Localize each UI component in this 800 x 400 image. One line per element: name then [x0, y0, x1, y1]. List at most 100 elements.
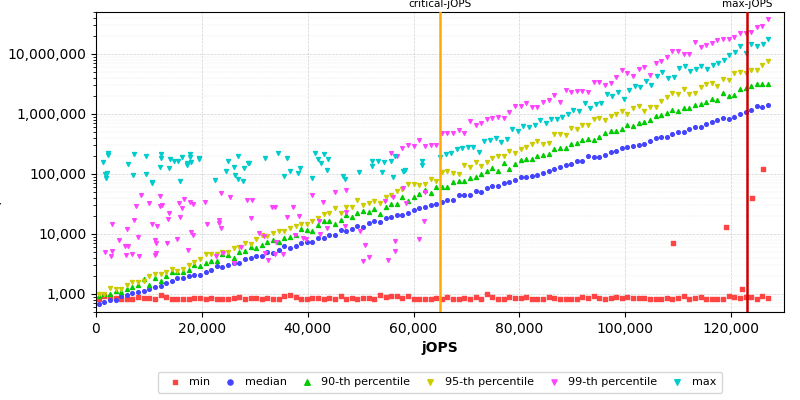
90-th percentile: [390, 200, 403, 207]
99-th percentile: [643, 72, 656, 78]
Legend: min, median, 90-th percentile, 95-th percentile, 99-th percentile, max: min, median, 90-th percentile, 95-th per…: [158, 372, 722, 393]
min: [734, 295, 746, 301]
Point: [217, 249, 230, 256]
Point: [132, 234, 145, 240]
95-th percentile: [728, 70, 741, 77]
min: [728, 294, 741, 300]
Point: [102, 150, 114, 157]
median: [294, 240, 307, 247]
min: [694, 294, 707, 300]
Point: [277, 250, 290, 257]
Point: [416, 162, 429, 168]
median: [160, 280, 173, 287]
95-th percentile: [706, 80, 718, 86]
95-th percentile: [762, 58, 774, 64]
90-th percentile: [486, 165, 499, 171]
min: [531, 295, 544, 302]
median: [357, 224, 370, 230]
95-th percentile: [576, 122, 589, 128]
max: [706, 62, 719, 68]
95-th percentile: [323, 210, 336, 216]
95-th percentile: [402, 180, 414, 187]
min: [762, 295, 774, 301]
Point: [99, 249, 112, 256]
median: [301, 239, 314, 246]
max: [667, 74, 680, 80]
Point: [162, 216, 174, 222]
99-th percentile: [390, 153, 403, 159]
90-th percentile: [334, 217, 347, 224]
95-th percentile: [407, 180, 420, 187]
90-th percentile: [452, 178, 465, 184]
median: [149, 284, 162, 290]
99-th percentile: [565, 89, 578, 96]
95-th percentile: [362, 200, 375, 206]
95-th percentile: [559, 132, 572, 138]
90-th percentile: [374, 210, 386, 217]
median: [537, 170, 550, 176]
95-th percentile: [711, 83, 724, 89]
Point: [322, 156, 334, 162]
90-th percentile: [610, 128, 622, 134]
90-th percentile: [750, 81, 763, 88]
95-th percentile: [306, 217, 319, 224]
min: [424, 296, 437, 302]
max: [595, 100, 608, 106]
Point: [121, 226, 134, 232]
median: [379, 215, 392, 222]
Point: [193, 156, 206, 162]
min: [570, 296, 583, 302]
median: [390, 211, 403, 218]
95-th percentile: [126, 278, 139, 285]
90-th percentile: [514, 157, 527, 164]
90-th percentile: [362, 209, 375, 215]
95-th percentile: [481, 159, 494, 165]
Point: [186, 232, 199, 238]
max: [578, 100, 591, 106]
90-th percentile: [762, 80, 774, 87]
90-th percentile: [418, 187, 431, 193]
Point: [173, 200, 186, 206]
min: [114, 296, 127, 302]
Point: [293, 213, 306, 220]
Point: [397, 168, 410, 174]
Point: [242, 160, 255, 166]
Point: [398, 168, 410, 174]
99-th percentile: [481, 116, 494, 122]
min: [294, 296, 307, 302]
90-th percentile: [554, 145, 566, 152]
median: [661, 134, 674, 140]
min: [756, 293, 769, 300]
95-th percentile: [638, 107, 650, 114]
max: [462, 144, 474, 150]
median: [368, 218, 381, 224]
99-th percentile: [435, 130, 448, 136]
max: [456, 144, 469, 151]
95-th percentile: [458, 162, 470, 168]
Point: [291, 170, 304, 176]
95-th percentile: [514, 146, 527, 152]
95-th percentile: [503, 148, 516, 154]
max: [539, 120, 552, 126]
min: [638, 295, 650, 302]
median: [481, 185, 494, 191]
99-th percentile: [407, 142, 420, 149]
max: [628, 83, 641, 89]
max: [545, 115, 558, 122]
90-th percentile: [351, 210, 364, 216]
Point: [317, 151, 330, 157]
median: [109, 297, 122, 303]
95-th percentile: [418, 181, 431, 187]
min: [509, 294, 522, 301]
min: [390, 293, 403, 300]
median: [463, 192, 476, 198]
min: [250, 295, 262, 301]
median: [244, 254, 257, 261]
Point: [376, 168, 389, 175]
Point: [132, 253, 145, 260]
Point: [268, 204, 281, 211]
Point: [184, 154, 197, 160]
median: [261, 249, 274, 255]
min: [711, 296, 724, 302]
max: [678, 63, 691, 69]
